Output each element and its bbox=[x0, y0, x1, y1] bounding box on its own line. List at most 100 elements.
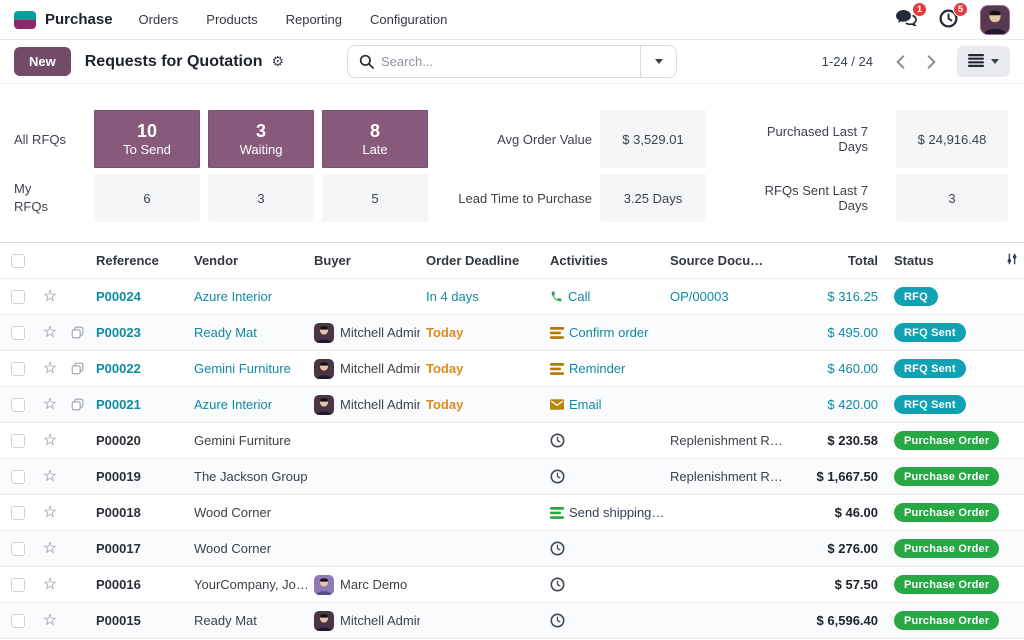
rfq-list-table: Reference Vendor Buyer Order Deadline Ac… bbox=[0, 242, 1024, 639]
menu-configuration[interactable]: Configuration bbox=[369, 12, 448, 27]
header-vendor[interactable]: Vendor bbox=[194, 253, 239, 268]
user-avatar[interactable] bbox=[980, 4, 1010, 35]
buyer-avatar bbox=[314, 574, 334, 595]
duplicate-icon[interactable] bbox=[71, 398, 84, 411]
new-button[interactable]: New bbox=[14, 47, 71, 76]
select-all-checkbox[interactable] bbox=[11, 253, 25, 268]
row-checkbox[interactable] bbox=[11, 397, 25, 412]
menu-orders[interactable]: Orders bbox=[138, 12, 179, 27]
kpi-rfqs-sent-7days[interactable]: 3 bbox=[896, 174, 1008, 222]
reference-link[interactable]: P00019 bbox=[96, 469, 141, 484]
favorite-star-icon[interactable]: ☆ bbox=[42, 468, 58, 485]
reference-link[interactable]: P00016 bbox=[96, 577, 141, 592]
reference-link[interactable]: P00022 bbox=[96, 361, 141, 376]
tile-waiting[interactable]: 3 Waiting bbox=[208, 110, 314, 168]
favorite-star-icon[interactable]: ☆ bbox=[42, 396, 58, 413]
my-waiting-tile[interactable]: 3 bbox=[208, 174, 314, 222]
activity-cell[interactable] bbox=[544, 469, 664, 484]
reference-link[interactable]: P00020 bbox=[96, 433, 141, 448]
activity-cell[interactable] bbox=[544, 577, 664, 592]
table-row[interactable]: ☆ P00020 Gemini Furniture bbox=[0, 423, 1024, 459]
activity-cell[interactable] bbox=[544, 613, 664, 628]
favorite-star-icon[interactable]: ☆ bbox=[42, 612, 58, 629]
header-buyer[interactable]: Buyer bbox=[314, 253, 351, 268]
reference-link[interactable]: P00021 bbox=[96, 397, 141, 412]
favorite-star-icon[interactable]: ☆ bbox=[42, 540, 58, 557]
reference-link[interactable]: P00015 bbox=[96, 613, 141, 628]
app-logo-icon[interactable] bbox=[14, 10, 36, 29]
table-row[interactable]: ☆ P00021 Azure Interior Mitchell Admin T… bbox=[0, 387, 1024, 423]
activity-cell[interactable]: Confirm order bbox=[544, 325, 664, 340]
favorite-star-icon[interactable]: ☆ bbox=[42, 576, 58, 593]
reference-link[interactable]: P00018 bbox=[96, 505, 141, 520]
activity-cell[interactable]: Email bbox=[544, 397, 664, 412]
search-filters-dropdown[interactable] bbox=[640, 46, 676, 77]
row-checkbox[interactable] bbox=[11, 361, 25, 376]
favorite-star-icon[interactable]: ☆ bbox=[42, 360, 58, 377]
all-rfqs-filter[interactable]: All RFQs bbox=[14, 131, 66, 147]
row-checkbox[interactable] bbox=[11, 541, 25, 556]
order-deadline: In 4 days bbox=[426, 289, 479, 304]
row-checkbox[interactable] bbox=[11, 613, 25, 628]
purchase-dashboard: All RFQs 10 To Send 3 Waiting 8 Late My … bbox=[0, 84, 1024, 242]
pager-previous-button[interactable] bbox=[887, 48, 914, 75]
kpi-purchased-7days[interactable]: $ 24,916.48 bbox=[896, 110, 1008, 168]
activity-cell[interactable]: Call bbox=[544, 289, 664, 304]
table-row[interactable]: ☆ P00022 Gemini Furniture Mitchell Admin… bbox=[0, 351, 1024, 387]
pager-next-button[interactable] bbox=[918, 48, 945, 75]
my-rfqs-filter[interactable]: My RFQs bbox=[14, 174, 86, 222]
reference-link[interactable]: P00017 bbox=[96, 541, 141, 556]
header-source-document[interactable]: Source Docu… bbox=[670, 253, 764, 268]
row-checkbox[interactable] bbox=[11, 325, 25, 340]
header-reference[interactable]: Reference bbox=[96, 253, 159, 268]
search-input[interactable] bbox=[381, 54, 640, 69]
reference-link[interactable]: P00023 bbox=[96, 325, 141, 340]
table-row[interactable]: ☆ P00023 Ready Mat Mitchell Admin Today bbox=[0, 315, 1024, 351]
app-name[interactable]: Purchase bbox=[45, 11, 113, 28]
table-row[interactable]: ☆ P00018 Wood Corner bbox=[0, 495, 1024, 531]
table-row[interactable]: ☆ P00019 The Jackson Group bbox=[0, 459, 1024, 495]
status-badge: Purchase Order bbox=[894, 503, 1000, 522]
table-row[interactable]: ☆ P00016 YourCompany, Jo… Marc Demo bbox=[0, 567, 1024, 603]
kpi-lead-time[interactable]: 3.25 Days bbox=[600, 174, 706, 222]
favorite-star-icon[interactable]: ☆ bbox=[42, 324, 58, 341]
menu-reporting[interactable]: Reporting bbox=[285, 12, 342, 27]
row-checkbox[interactable] bbox=[11, 505, 25, 520]
activity-cell[interactable] bbox=[544, 541, 664, 556]
activity-cell[interactable]: Send shipping… bbox=[544, 505, 664, 520]
tile-to-send[interactable]: 10 To Send bbox=[94, 110, 200, 168]
tile-late-value: 8 bbox=[369, 121, 380, 142]
menu-products[interactable]: Products bbox=[206, 12, 258, 27]
header-total[interactable]: Total bbox=[847, 253, 878, 268]
activities-button[interactable]: 5 bbox=[939, 1, 968, 31]
row-checkbox[interactable] bbox=[11, 469, 25, 484]
list-view-icon bbox=[968, 53, 984, 70]
header-activities[interactable]: Activities bbox=[550, 253, 608, 268]
kpi-avg-order-value[interactable]: $ 3,529.01 bbox=[600, 110, 706, 168]
view-settings-gear-icon[interactable]: ⚙ bbox=[271, 53, 285, 69]
table-row[interactable]: ☆ P00015 Ready Mat Mitchell Admin bbox=[0, 603, 1024, 639]
favorite-star-icon[interactable]: ☆ bbox=[42, 432, 58, 449]
row-checkbox[interactable] bbox=[11, 289, 25, 304]
favorite-star-icon[interactable]: ☆ bbox=[42, 288, 58, 305]
my-to-send-tile[interactable]: 6 bbox=[94, 174, 200, 222]
reference-link[interactable]: P00024 bbox=[96, 289, 141, 304]
table-row[interactable]: ☆ P00024 Azure Interior In 4 days bbox=[0, 279, 1024, 315]
optional-columns-button[interactable] bbox=[1000, 252, 1024, 269]
activity-cell[interactable]: Reminder bbox=[544, 361, 664, 376]
activity-cell[interactable] bbox=[544, 433, 664, 448]
duplicate-icon[interactable] bbox=[71, 326, 84, 339]
table-row[interactable]: ☆ P00017 Wood Corner bbox=[0, 531, 1024, 567]
tile-late[interactable]: 8 Late bbox=[322, 110, 428, 168]
header-status[interactable]: Status bbox=[894, 253, 934, 268]
duplicate-icon[interactable] bbox=[71, 362, 84, 375]
view-switcher-button[interactable] bbox=[957, 46, 1010, 77]
activity-label: Confirm order bbox=[569, 325, 649, 340]
row-checkbox[interactable] bbox=[11, 577, 25, 592]
my-late-tile[interactable]: 5 bbox=[322, 174, 428, 222]
header-order-deadline[interactable]: Order Deadline bbox=[426, 253, 520, 268]
messages-button[interactable]: 1 bbox=[895, 2, 927, 30]
row-checkbox[interactable] bbox=[11, 433, 25, 448]
planned-activity-clock-icon bbox=[550, 613, 565, 628]
favorite-star-icon[interactable]: ☆ bbox=[42, 504, 58, 521]
